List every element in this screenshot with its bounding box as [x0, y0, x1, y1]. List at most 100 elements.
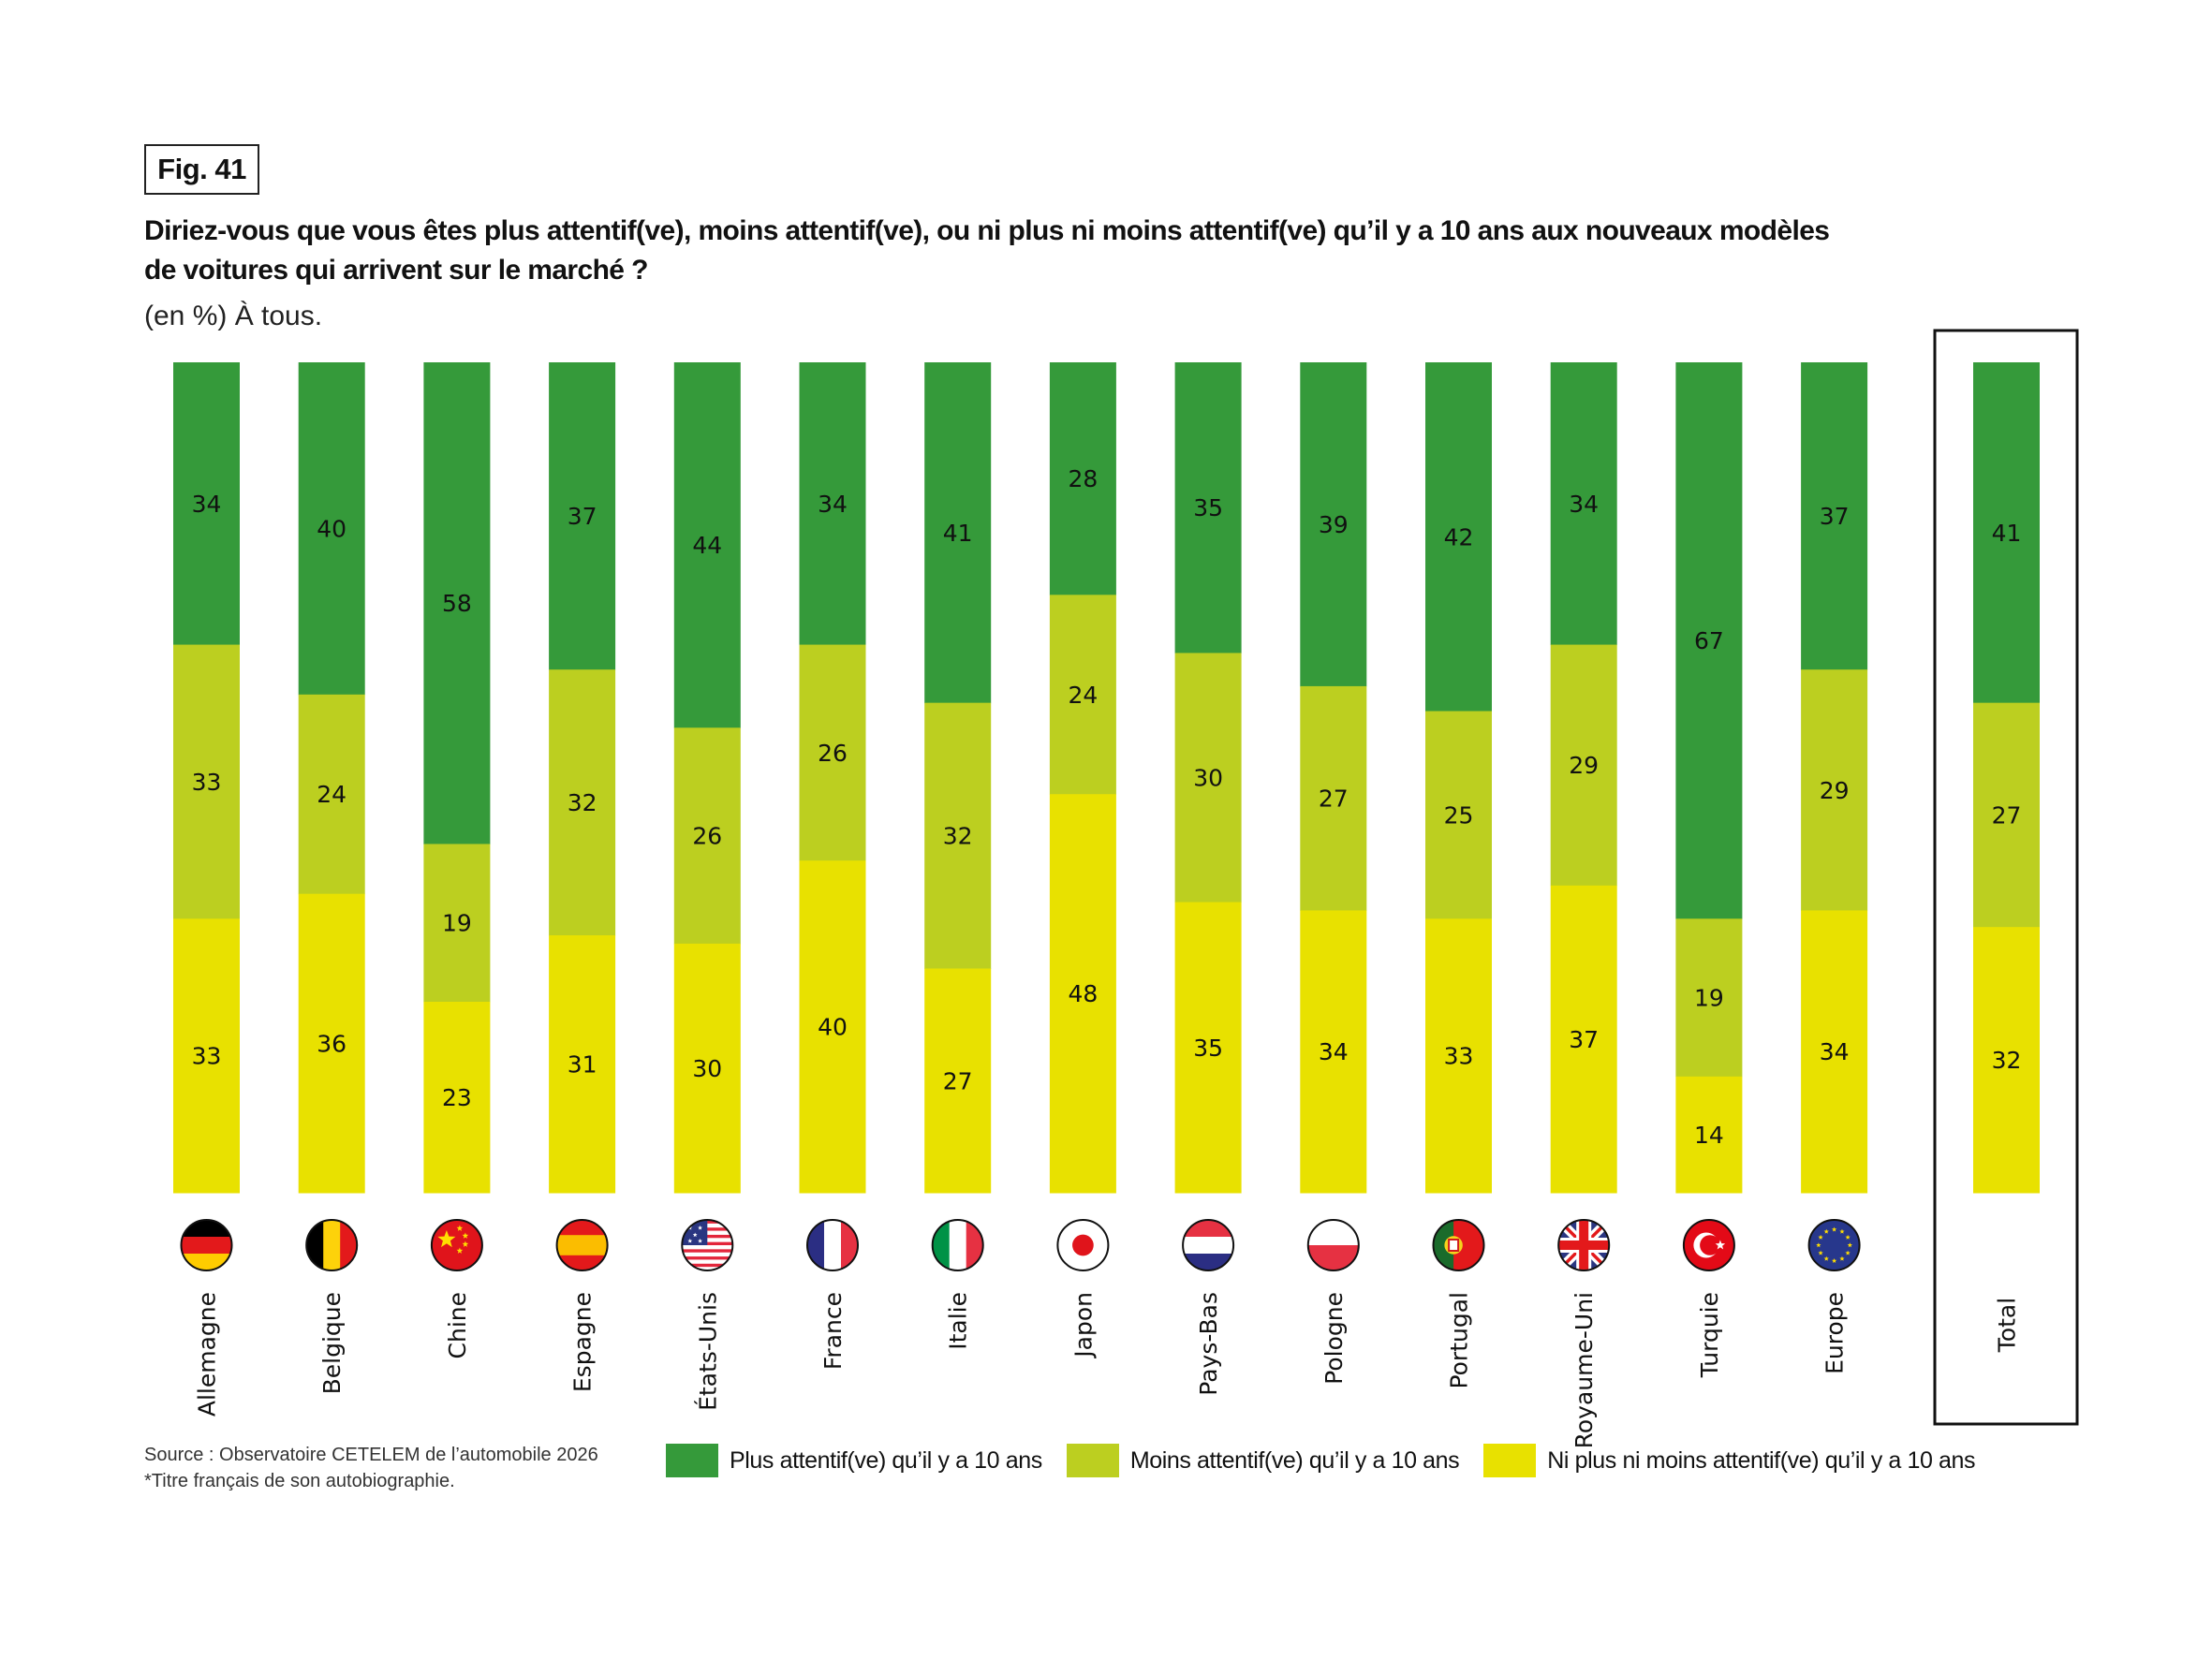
flag-turkey-icon	[1683, 1220, 1734, 1270]
data-label-moins: 24	[1068, 682, 1098, 709]
data-label-plus: 37	[568, 503, 597, 530]
data-label-plus: 44	[692, 532, 722, 559]
data-label-plus: 41	[943, 520, 973, 547]
bar-segment-ni	[1675, 1076, 1743, 1194]
data-label-plus: 34	[818, 491, 848, 518]
data-label-ni: 37	[1569, 1026, 1599, 1053]
bar-group-0: 34 33 33 Allemagne	[173, 362, 240, 1417]
bar-segment-moins	[1049, 595, 1116, 795]
category-label: Total	[1994, 1298, 2021, 1353]
bar-group-4: 44 26 30 États-Unis	[673, 362, 741, 1411]
data-label-moins: 24	[317, 781, 347, 808]
bar-segment-moins	[173, 644, 240, 919]
bar-segment-ni	[1973, 927, 2040, 1194]
data-label-plus: 67	[1694, 627, 1724, 654]
data-label-ni: 40	[818, 1014, 848, 1041]
data-label-ni: 30	[692, 1055, 722, 1082]
data-label-ni: 33	[1444, 1043, 1474, 1070]
category-label: Turquie	[1696, 1292, 1723, 1378]
category-label: États-Unis	[694, 1292, 721, 1411]
bar-segment-ni	[423, 1001, 491, 1194]
bar-segment-moins	[1675, 918, 1743, 1078]
flag-belgium-icon-outline	[305, 1219, 359, 1271]
bar-segment-ni	[1174, 902, 1242, 1194]
chart-title: Diriez-vous que vous êtes plus attentif(…	[144, 212, 2017, 290]
bar-group-12: 67 19 14 Turquie	[1675, 362, 1743, 1378]
data-label-moins: 19	[1694, 985, 1724, 1012]
bar-segment-moins	[1973, 702, 2040, 928]
bar-segment-ni	[1300, 910, 1367, 1194]
chart-subtitle: (en %) À tous.	[144, 301, 323, 331]
flag-spain-icon	[556, 1220, 608, 1270]
flag-china-icon-outline	[430, 1219, 483, 1271]
chart-title-line-1: Diriez-vous que vous êtes plus attentif(…	[144, 215, 1830, 246]
bar-segment-ni	[799, 860, 866, 1194]
data-label-plus: 37	[1820, 503, 1850, 530]
chart-title-line-2: de voitures qui arrivent sur le marché ?	[144, 255, 648, 286]
data-label-moins: 27	[1992, 801, 2022, 829]
bar-segment-moins	[673, 727, 741, 945]
data-label-moins: 19	[442, 910, 472, 937]
bar-segment-plus	[1049, 362, 1116, 595]
data-label-moins: 29	[1569, 752, 1599, 779]
data-label-plus: 58	[442, 590, 472, 617]
flag-italy-icon-outline	[931, 1219, 984, 1271]
data-label-ni: 34	[1820, 1038, 1850, 1065]
category-label: Europe	[1821, 1292, 1849, 1374]
bar-segment-plus	[799, 362, 866, 646]
data-label-ni: 32	[1992, 1047, 2022, 1074]
flag-china-icon	[431, 1220, 482, 1270]
legend-item-plus: Plus attentif(ve) qu’il y a 10 ans	[666, 1444, 1042, 1477]
flag-japan-icon	[1057, 1220, 1109, 1270]
bar-segment-plus	[173, 362, 240, 646]
legend-item-ni: Ni plus ni moins attentif(ve) qu’il y a …	[1483, 1444, 1976, 1477]
flag-uk-icon-outline	[1557, 1219, 1611, 1271]
data-label-ni: 33	[192, 1043, 222, 1070]
data-label-plus: 34	[192, 491, 222, 518]
figure-number: Fig. 41	[144, 144, 259, 195]
data-label-moins: 33	[192, 769, 222, 796]
bar-segment-moins	[1801, 669, 1868, 911]
flag-usa-icon	[682, 1220, 733, 1270]
data-label-ni: 36	[317, 1030, 347, 1057]
bar-segment-moins	[1425, 711, 1492, 919]
legend-label-ni: Ni plus ni moins attentif(ve) qu’il y a …	[1547, 1446, 1976, 1474]
data-label-ni: 27	[943, 1067, 973, 1094]
category-label: Italie	[945, 1292, 972, 1350]
bar-segment-ni	[298, 893, 365, 1194]
data-label-plus: 39	[1319, 511, 1349, 538]
data-label-plus: 40	[317, 515, 347, 542]
bar-segment-ni	[673, 943, 741, 1194]
category-label: Royaume-Uni	[1571, 1292, 1598, 1448]
legend-label-plus: Plus attentif(ve) qu’il y a 10 ans	[730, 1446, 1042, 1474]
bar-segment-plus	[1300, 362, 1367, 687]
data-label-plus: 35	[1193, 494, 1223, 521]
flag-usa-icon-outline	[681, 1219, 734, 1271]
bar-segment-ni	[1550, 885, 1617, 1194]
category-label: France	[819, 1292, 847, 1370]
data-label-moins: 26	[692, 823, 722, 850]
bar-segment-ni	[1801, 910, 1868, 1194]
category-label: Japon	[1069, 1292, 1097, 1359]
bar-group-11: 34 29 37 Royaume-Uni	[1550, 362, 1617, 1448]
flag-eu-icon-outline	[1807, 1219, 1861, 1271]
flag-portugal-icon-outline	[1432, 1219, 1485, 1271]
footnote-text: *Titre français de son autobiographie.	[144, 1471, 455, 1491]
bar-group-8: 35 30 35 Pays-Bas	[1174, 362, 1242, 1396]
data-label-ni: 35	[1193, 1035, 1223, 1062]
legend-item-moins: Moins attentif(ve) qu’il y a 10 ans	[1066, 1444, 1460, 1477]
bar-segment-plus	[423, 362, 491, 844]
category-label: Belgique	[318, 1292, 346, 1394]
data-label-plus: 42	[1444, 523, 1474, 551]
source-note: Source : Observatoire CETELEM de l’autom…	[144, 1442, 598, 1494]
category-label: Allemagne	[194, 1292, 221, 1417]
bar-group-1: 40 24 36 Belgique	[298, 362, 365, 1394]
bar-group-3: 37 32 31 Espagne	[549, 362, 616, 1392]
data-label-ni: 23	[442, 1084, 472, 1111]
bar-segment-moins	[1174, 653, 1242, 903]
bar-segment-plus	[924, 362, 992, 704]
bar-segment-moins	[1300, 685, 1367, 911]
flag-spain-icon-outline	[555, 1219, 609, 1271]
bar-group-total: 41 27 32 Total	[1973, 362, 2040, 1353]
